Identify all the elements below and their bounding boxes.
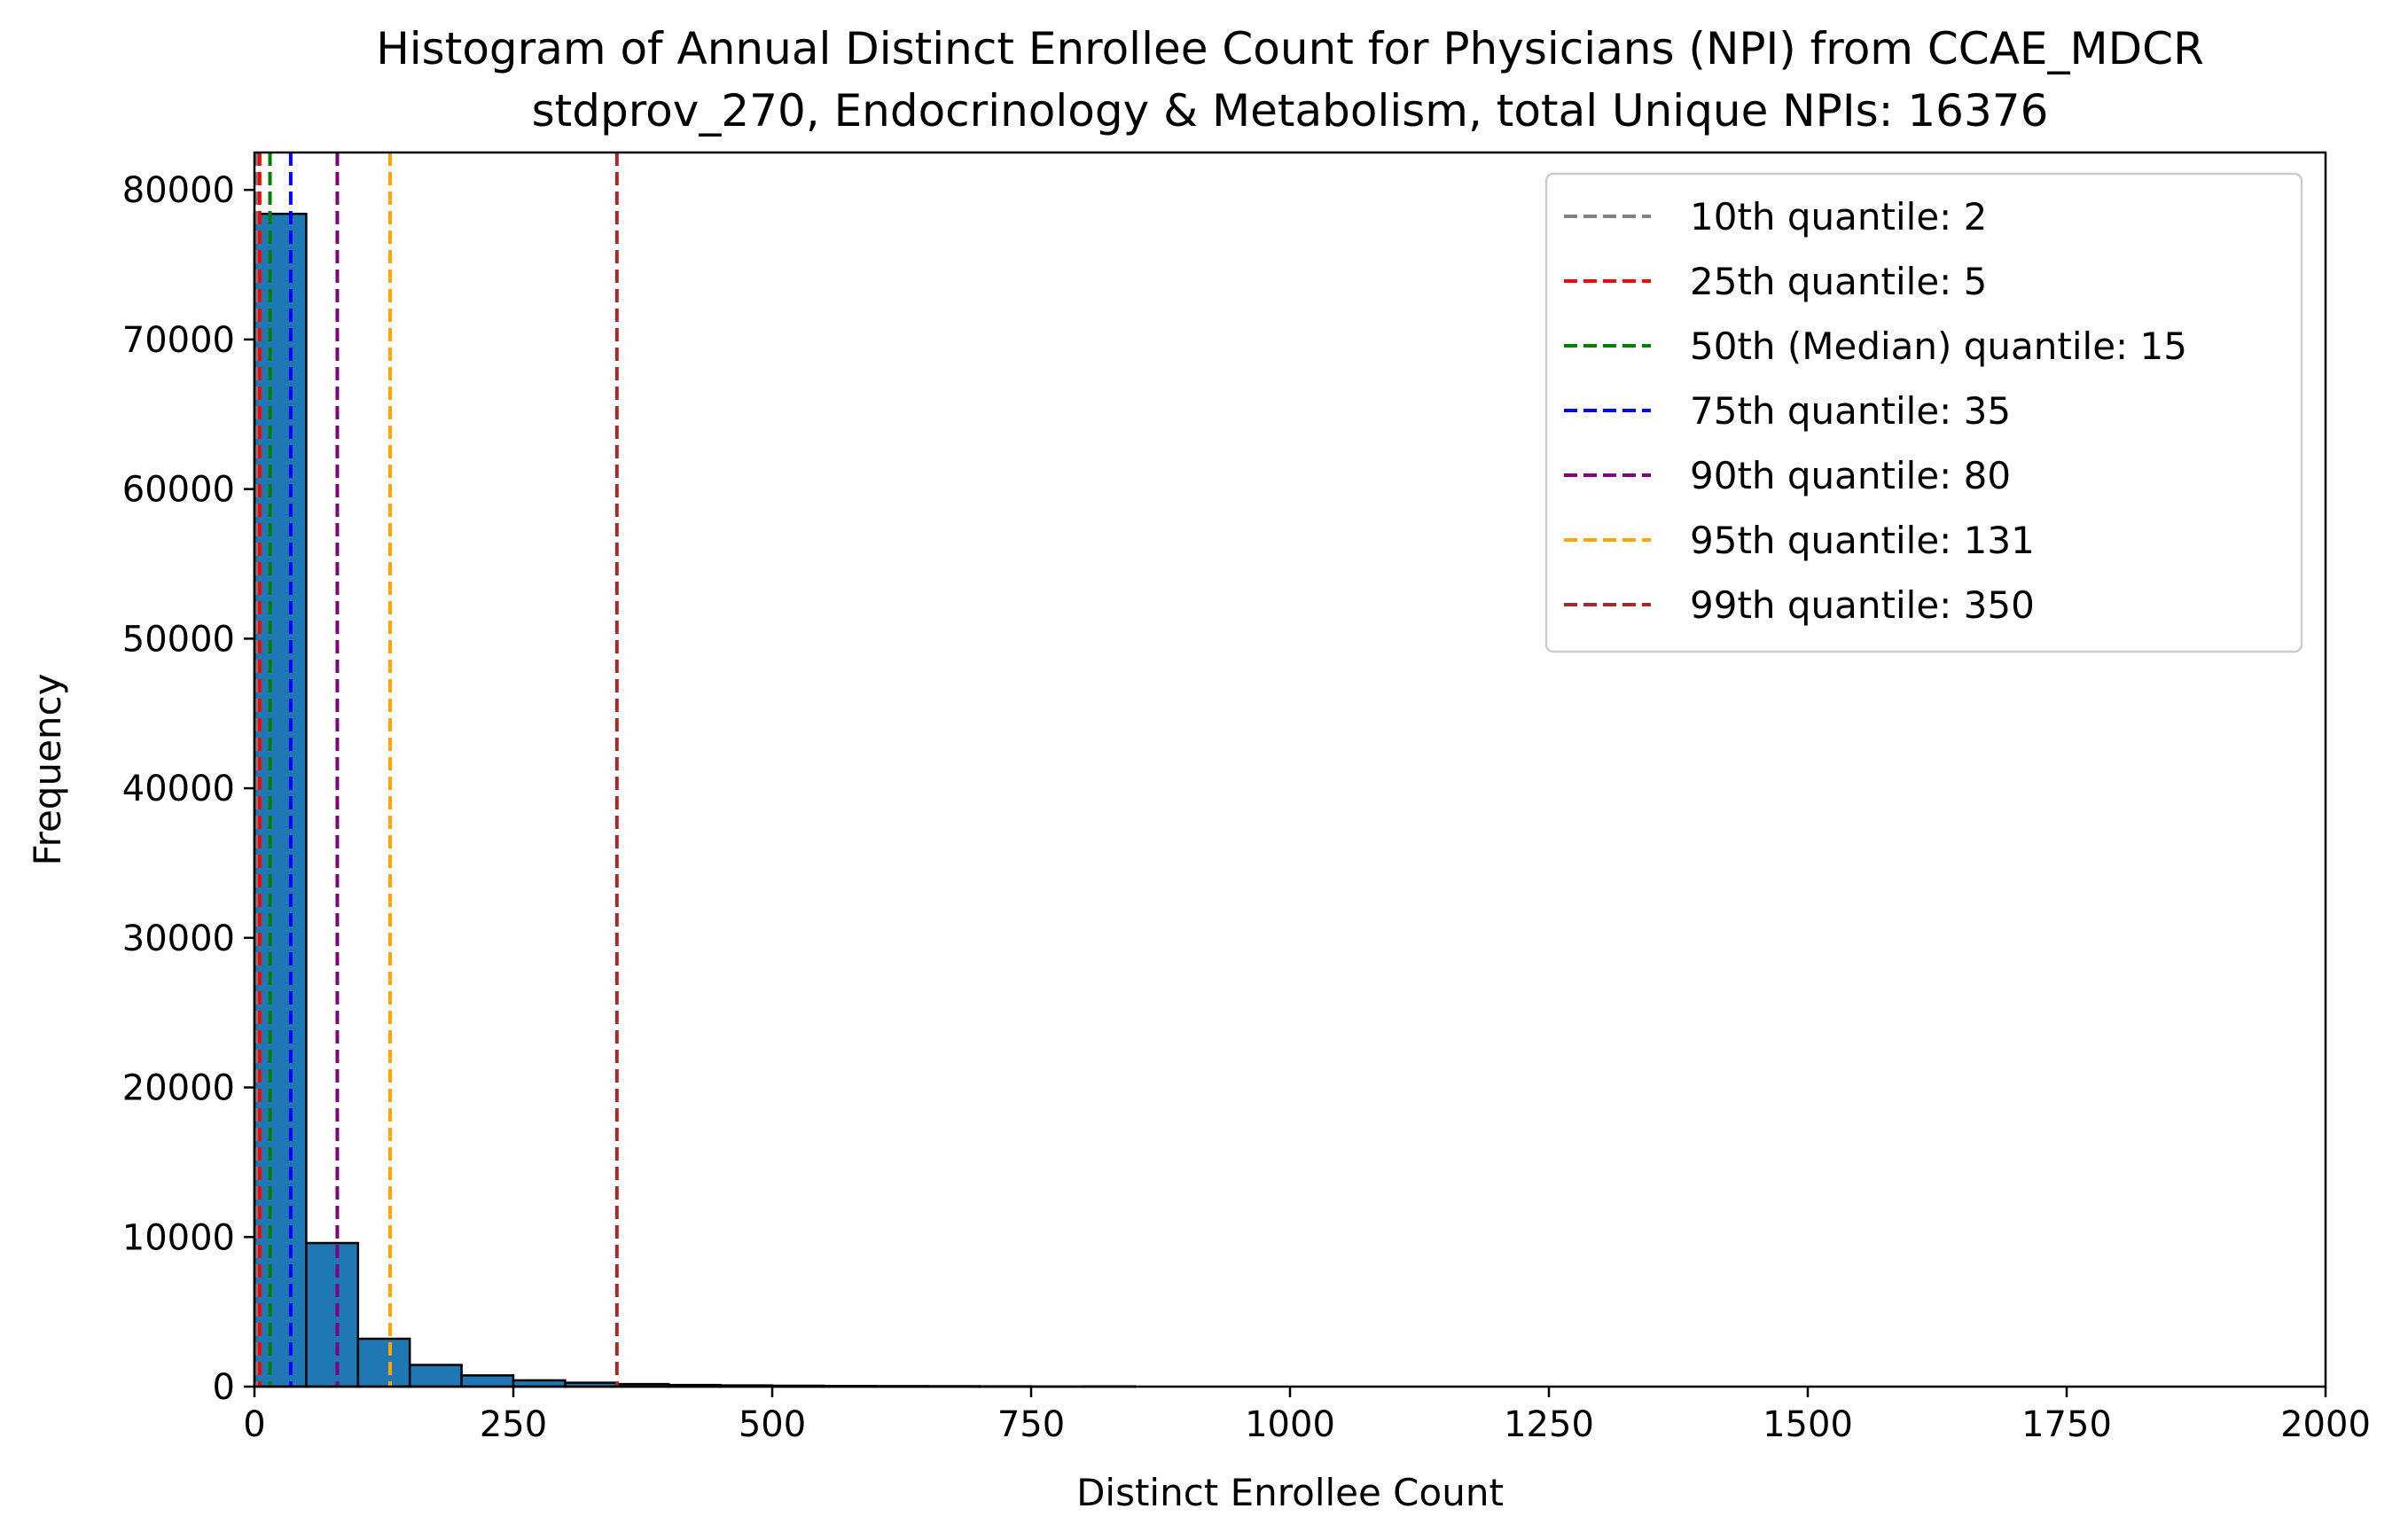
y-axis: 0 10000 20000 30000 40000 50000 60000 70000 8000… xyxy=(122,170,254,1408)
legend-entry-label: 10th quantile: 2 xyxy=(1690,195,1987,238)
y-tick-label: 10000 xyxy=(122,1217,235,1258)
y-axis-label: Frequency xyxy=(26,674,69,866)
legend-entry-label: 99th quantile: 350 xyxy=(1690,583,2035,627)
legend-entry-label: 95th quantile: 131 xyxy=(1690,519,2035,562)
x-tick-label: 1000 xyxy=(1245,1404,1335,1445)
chart-subtitle: stdprov_270, Endocrinology & Metabolism,… xyxy=(532,85,2049,137)
y-tick-label: 50000 xyxy=(122,619,235,660)
x-tick-label: 1500 xyxy=(1763,1404,1853,1445)
legend-entry-label: 90th quantile: 80 xyxy=(1690,454,2011,497)
x-tick-label: 750 xyxy=(997,1404,1065,1445)
histogram-bar xyxy=(410,1365,461,1387)
y-tick-label: 60000 xyxy=(122,470,235,511)
y-tick-label: 30000 xyxy=(122,919,235,959)
y-tick-label: 70000 xyxy=(122,320,235,361)
x-axis: 0 250 500 750 1000 1250 1500 1750 2000 xyxy=(243,1387,2371,1445)
y-tick-label: 40000 xyxy=(122,769,235,809)
chart-title: Histogram of Annual Distinct Enrollee Co… xyxy=(376,23,2204,74)
quantile-lines xyxy=(256,152,616,1387)
x-tick-label: 1750 xyxy=(2021,1404,2112,1445)
x-tick-label: 1250 xyxy=(1504,1404,1594,1445)
legend-entry-label: 75th quantile: 35 xyxy=(1690,389,2011,433)
legend: 10th quantile: 2 25th quantile: 5 50th (Me… xyxy=(1546,174,2302,652)
histogram-bar xyxy=(254,214,306,1387)
histogram-bars xyxy=(254,214,1135,1387)
legend-entry-label: 50th (Median) quantile: 15 xyxy=(1690,324,2187,368)
histogram-bar xyxy=(306,1243,357,1387)
x-tick-label: 0 xyxy=(243,1404,265,1445)
x-tick-label: 500 xyxy=(739,1404,806,1445)
x-axis-label: Distinct Enrollee Count xyxy=(1076,1471,1504,1514)
histogram-bar xyxy=(358,1339,410,1387)
histogram-bar xyxy=(462,1375,513,1387)
x-tick-label: 2000 xyxy=(2280,1404,2371,1445)
y-tick-label: 0 xyxy=(213,1367,235,1408)
legend-entry-label: 25th quantile: 5 xyxy=(1690,260,1987,303)
x-tick-label: 250 xyxy=(480,1404,547,1445)
y-tick-label: 20000 xyxy=(122,1068,235,1109)
y-tick-label: 80000 xyxy=(122,170,235,211)
